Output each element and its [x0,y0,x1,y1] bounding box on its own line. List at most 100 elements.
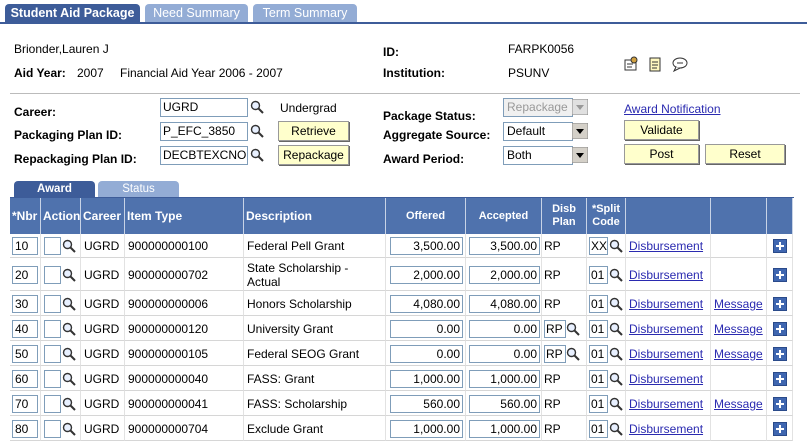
add-row-button[interactable] [773,396,787,411]
action-input[interactable] [44,265,61,284]
nbr-input[interactable]: 10 [12,237,38,255]
action-input[interactable] [44,294,61,313]
action-input[interactable] [44,394,61,413]
offered-input[interactable]: 1,000.00 [390,419,463,438]
add-row-button[interactable] [773,421,787,436]
lookup-icon[interactable] [609,239,623,253]
page-tab[interactable]: Student Aid Package [5,4,140,23]
split-code-input[interactable]: 01 [589,294,608,313]
accepted-input[interactable]: 4,080.00 [469,294,540,313]
add-row-button[interactable] [773,321,787,336]
accepted-input[interactable]: 3,500.00 [469,237,540,255]
nbr-input[interactable]: 80 [12,419,38,438]
add-row-button[interactable] [773,371,787,386]
nbr-input[interactable]: 70 [12,394,38,413]
lookup-icon[interactable] [62,268,76,282]
lookup-icon[interactable] [250,100,264,114]
repackage-button[interactable]: Repackage [278,145,349,165]
grid-tab[interactable]: Status [98,181,179,198]
lookup-icon[interactable] [62,297,76,311]
reset-button[interactable]: Reset [705,144,785,164]
packaging-plan-input[interactable]: P_EFC_3850 [160,122,248,141]
lookup-icon[interactable] [609,268,623,282]
lookup-icon[interactable] [609,372,623,386]
accepted-input[interactable]: 0.00 [469,319,540,338]
nbr-input[interactable]: 50 [12,344,38,363]
disbursement-link[interactable]: Disbursement [629,296,704,311]
split-code-input[interactable]: 01 [589,344,608,363]
split-code-input[interactable]: 01 [589,419,608,438]
page-tab[interactable]: Term Summary [253,4,357,23]
disbursement-link[interactable]: Disbursement [629,346,704,361]
disbursement-link[interactable]: Disbursement [629,421,704,436]
career-input[interactable]: UGRD [160,98,248,117]
lookup-icon[interactable] [250,124,264,138]
offered-input[interactable]: 0.00 [390,344,463,363]
accepted-input[interactable]: 1,000.00 [469,369,540,388]
accepted-input[interactable]: 2,000.00 [469,265,540,284]
lookup-icon[interactable] [62,347,76,361]
lookup-icon[interactable] [609,422,623,436]
lookup-icon[interactable] [250,148,264,162]
nbr-input[interactable]: 20 [12,265,38,284]
lookup-icon[interactable] [609,322,623,336]
lookup-icon[interactable] [62,422,76,436]
action-input[interactable] [44,237,61,255]
offered-input[interactable]: 560.00 [390,394,463,413]
split-code-input[interactable]: 01 [589,319,608,338]
accepted-input[interactable]: 560.00 [469,394,540,413]
offered-input[interactable]: 2,000.00 [390,265,463,284]
disb-plan-input[interactable]: RP [544,344,566,363]
action-input[interactable] [44,369,61,388]
grid-tab[interactable]: Award [14,181,95,198]
disb-plan-input[interactable]: RP [544,319,566,338]
disbursement-link[interactable]: Disbursement [629,267,704,282]
lookup-icon[interactable] [609,347,623,361]
nbr-input[interactable]: 30 [12,294,38,313]
action-input[interactable] [44,344,61,363]
add-row-button[interactable] [773,239,787,253]
split-code-input[interactable]: XX [589,237,608,255]
message-link[interactable]: Message [714,396,763,411]
lookup-icon[interactable] [566,322,580,336]
lookup-icon[interactable] [566,347,580,361]
offered-input[interactable]: 0.00 [390,319,463,338]
message-link[interactable]: Message [714,346,763,361]
award-notification-link[interactable]: Award Notification [624,102,721,116]
split-code-input[interactable]: 01 [589,265,608,284]
action-input[interactable] [44,319,61,338]
repackaging-plan-input[interactable]: DECBTEXCNO [160,146,248,165]
split-code-input[interactable]: 01 [589,394,608,413]
offered-input[interactable]: 4,080.00 [390,294,463,313]
add-row-button[interactable] [773,296,787,311]
offered-input[interactable]: 3,500.00 [390,237,463,255]
message-link[interactable]: Message [714,296,763,311]
add-row-button[interactable] [773,346,787,361]
message-link[interactable]: Message [714,321,763,336]
add-row-button[interactable] [773,267,787,282]
disbursement-link[interactable]: Disbursement [629,239,704,253]
disbursement-link[interactable]: Disbursement [629,396,704,411]
lookup-icon[interactable] [609,397,623,411]
split-code-input[interactable]: 01 [589,369,608,388]
lookup-icon[interactable] [62,322,76,336]
disbursement-link[interactable]: Disbursement [629,371,704,386]
retrieve-button[interactable]: Retrieve [278,121,349,141]
post-button[interactable]: Post [624,144,699,164]
page-tab[interactable]: Need Summary [145,4,248,23]
aggregate-source-select[interactable]: Default [503,122,573,141]
lookup-icon[interactable] [609,297,623,311]
validate-button[interactable]: Validate [624,120,699,140]
accepted-input[interactable]: 1,000.00 [469,419,540,438]
lookup-icon[interactable] [62,372,76,386]
nbr-input[interactable]: 60 [12,369,38,388]
action-input[interactable] [44,419,61,438]
offered-input[interactable]: 1,000.00 [390,369,463,388]
lookup-icon[interactable] [62,397,76,411]
nbr-input[interactable]: 40 [12,319,38,338]
accepted-input[interactable]: 0.00 [469,344,540,363]
award-period-select[interactable]: Both [503,146,573,165]
lookup-icon[interactable] [62,239,76,253]
disbursement-link[interactable]: Disbursement [629,321,704,336]
